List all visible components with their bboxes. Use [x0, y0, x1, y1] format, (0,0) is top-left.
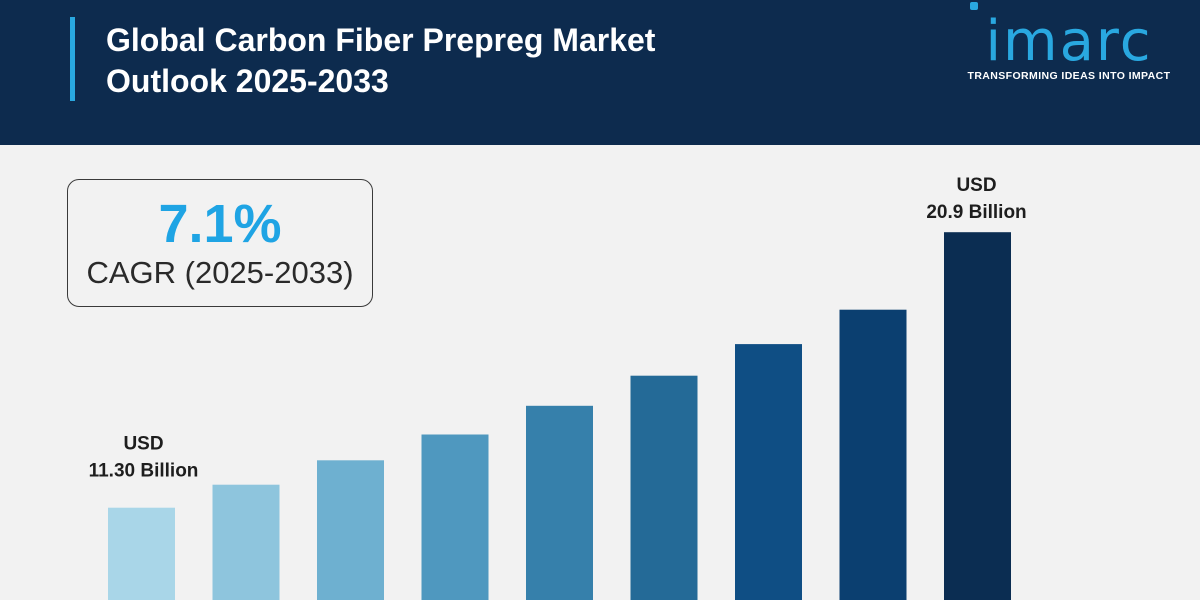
cagr-label: CAGR (2025-2033) [86, 255, 354, 290]
bar-2030 [630, 375, 698, 600]
bar-2028 [421, 434, 489, 600]
logo-dot-icon [970, 2, 978, 10]
header-banner: Global Carbon Fiber Prepreg Market Outlo… [0, 0, 1200, 145]
page-title: Global Carbon Fiber Prepreg Market Outlo… [106, 20, 746, 102]
header-accent-bar [70, 17, 75, 101]
bar-2032 [839, 309, 907, 600]
imarc-logo: imarc TRANSFORMING IDEAS INTO IMPACT [962, 2, 1176, 84]
bar-2033 [944, 232, 1011, 600]
logo-wordmark: imarc [985, 9, 1153, 74]
bar-2027 [317, 460, 384, 600]
bar-2029 [526, 405, 593, 600]
cagr-box: 7.1% CAGR (2025-2033) [67, 179, 373, 307]
logo-tagline: TRANSFORMING IDEAS INTO IMPACT [967, 70, 1171, 82]
first-bar-label-currency: USD [123, 434, 163, 455]
cagr-value: 7.1% [158, 194, 282, 254]
first-bar-label-value: 11.30 Billion [89, 461, 199, 482]
last-bar-label-currency: USD [956, 175, 996, 196]
bar-2031 [735, 344, 802, 600]
last-bar-label-value: 20.9 Billion [926, 202, 1026, 223]
title-line-1: Global Carbon Fiber Prepreg Market [106, 22, 656, 58]
bar-2025 [108, 507, 175, 600]
title-line-2: Outlook 2025-2033 [106, 63, 389, 99]
bar-2026 [212, 484, 280, 600]
